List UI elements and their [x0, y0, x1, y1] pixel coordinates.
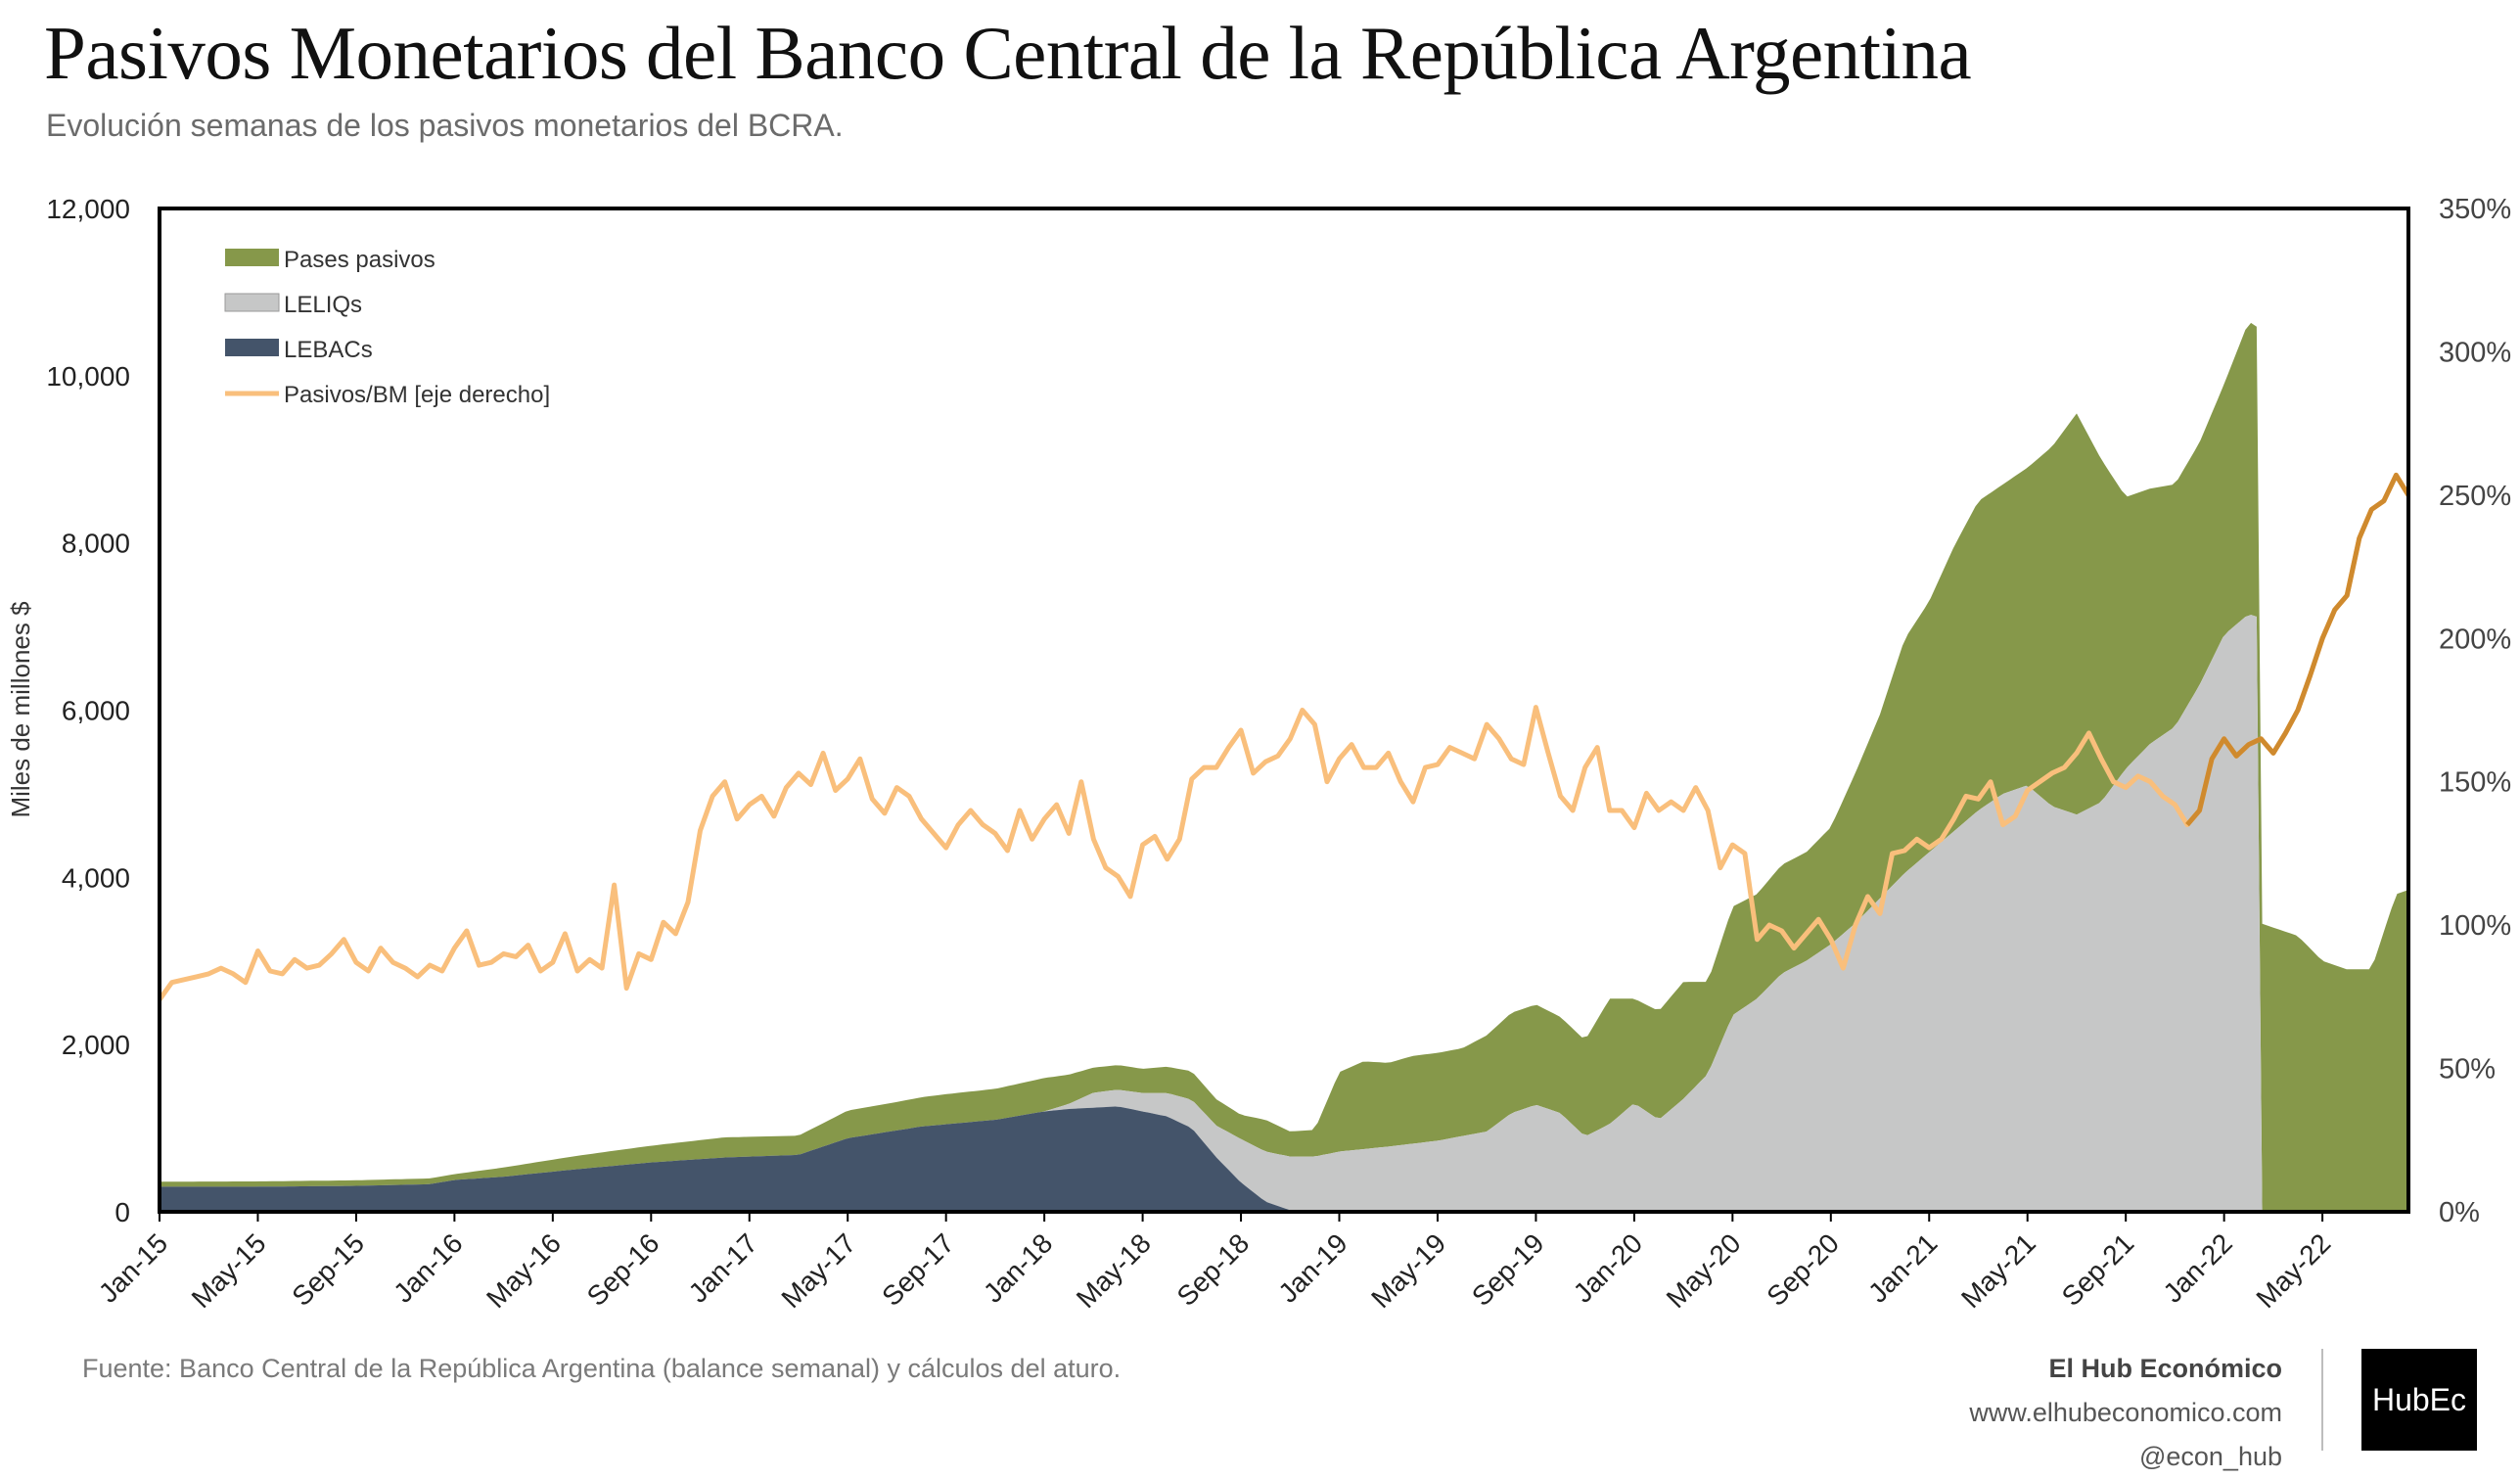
- x-tick-label: Sep-17: [876, 1227, 960, 1312]
- y2-tick-label: 250%: [2439, 481, 2511, 512]
- legend-label: Pases pasivos: [284, 247, 435, 273]
- source-note: Fuente: Banco Central de la República Ar…: [82, 1354, 1122, 1383]
- legend-label: LEBACs: [284, 337, 373, 363]
- x-tick-label: Jan-20: [1568, 1227, 1648, 1308]
- x-tick-label: Sep-21: [2056, 1227, 2140, 1312]
- chart-title: Pasivos Monetarios del Banco Central de …: [44, 11, 1972, 95]
- x-tick-label: May-16: [481, 1227, 567, 1314]
- legend: Pases pasivos LELIQs LEBACs Pasivos/BM [eje…: [224, 247, 550, 408]
- y2-tick-label: 50%: [2439, 1054, 2496, 1086]
- y-axis-left: 0 2,000 4,000 6,000 8,000 10,000 12,000: [46, 194, 130, 1227]
- y-tick-label: 4,000: [62, 862, 130, 893]
- brand-handle[interactable]: @econ_hub: [2138, 1442, 2282, 1471]
- y-axis-right: 0% 50% 100% 150% 200% 250% 300% 350%: [2439, 194, 2511, 1228]
- x-tick-label: Jan-16: [388, 1227, 468, 1308]
- x-tick-label: Jan-15: [93, 1227, 173, 1308]
- y2-tick-label: 200%: [2439, 624, 2511, 655]
- legend-swatch: [225, 249, 279, 266]
- x-axis: Jan-15 May-15 Sep-15 Jan-16 May-16 Sep-16 Jan-…: [93, 1212, 2336, 1314]
- brand-logo: HubEc: [2361, 1349, 2477, 1451]
- area-pases-pasivos: [160, 322, 2408, 1212]
- area-layer: [160, 322, 2408, 1212]
- x-tick-label: Sep-18: [1171, 1227, 1256, 1312]
- legend-label: LELIQs: [284, 292, 362, 318]
- y2-tick-label: 0%: [2439, 1197, 2480, 1228]
- x-tick-label: Jan-21: [1862, 1227, 1943, 1308]
- y-tick-label: 0: [115, 1197, 130, 1227]
- y2-tick-label: 350%: [2439, 194, 2511, 225]
- y-tick-label: 2,000: [62, 1030, 130, 1060]
- legend-label: Pasivos/BM [eje derecho]: [284, 382, 550, 408]
- legend-swatch: [225, 339, 279, 356]
- area-lebacs: [160, 1106, 2408, 1212]
- x-tick-label: May-21: [1955, 1227, 2041, 1314]
- x-tick-label: Jan-19: [1272, 1227, 1352, 1308]
- x-tick-label: May-20: [1661, 1227, 1747, 1314]
- x-tick-label: Sep-19: [1466, 1227, 1550, 1312]
- brand-name: El Hub Económico: [2048, 1354, 2282, 1383]
- x-tick-label: Sep-15: [286, 1227, 370, 1312]
- y-tick-label: 10,000: [46, 361, 130, 392]
- x-tick-label: May-22: [2250, 1227, 2336, 1314]
- brand-block: El Hub Económico www.elhubeconomico.com …: [1969, 1347, 2282, 1479]
- line-layer: [157, 472, 2411, 1001]
- brand-separator: [2321, 1349, 2323, 1451]
- x-tick-label: May-15: [186, 1227, 272, 1314]
- legend-swatch: [224, 293, 280, 312]
- area-leliqs: [160, 615, 2408, 1212]
- y-tick-label: 8,000: [62, 529, 130, 559]
- x-tick-label: May-19: [1365, 1227, 1451, 1314]
- plot-frame: [158, 207, 2410, 1214]
- y-axis-label: Miles de millones $: [6, 601, 35, 818]
- chart-subtitle: Evolución semanas de los pasivos monetar…: [46, 108, 844, 143]
- x-tick-label: May-17: [776, 1227, 862, 1314]
- y2-tick-label: 150%: [2439, 767, 2511, 799]
- y-tick-label: 12,000: [46, 194, 130, 224]
- x-tick-label: Sep-20: [1761, 1227, 1845, 1312]
- brand-url[interactable]: www.elhubeconomico.com: [1969, 1398, 2282, 1427]
- x-tick-label: Sep-16: [581, 1227, 665, 1312]
- x-tick-label: Jan-18: [978, 1227, 1058, 1308]
- y-tick-label: 6,000: [62, 696, 130, 726]
- y2-tick-label: 100%: [2439, 910, 2511, 942]
- x-tick-label: Jan-22: [2157, 1227, 2237, 1308]
- y2-tick-label: 300%: [2439, 337, 2511, 368]
- x-tick-label: Jan-17: [683, 1227, 763, 1308]
- line-pasivos-bm-overlay: [2185, 472, 2411, 827]
- line-pasivos-bm: [157, 472, 2411, 1001]
- x-tick-label: May-18: [1071, 1227, 1157, 1314]
